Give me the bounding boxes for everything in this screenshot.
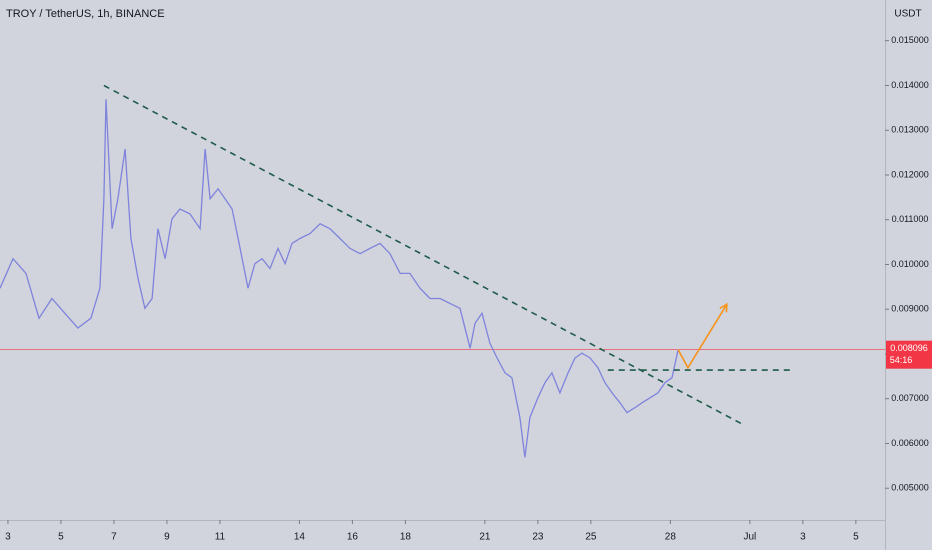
x-tick-label: 5 bbox=[853, 532, 859, 543]
y-tick-label: 0.015000 bbox=[891, 35, 929, 45]
chart-title: TROY / TetherUS, 1h, BINANCE bbox=[6, 8, 165, 20]
x-tick-label: Jul bbox=[743, 532, 756, 543]
x-tick-label: 7 bbox=[111, 532, 117, 543]
arrow-head bbox=[719, 302, 728, 313]
last-price-label: 0.008096 bbox=[890, 343, 928, 353]
last-price-badge bbox=[886, 340, 932, 369]
y-tick-label: 0.006000 bbox=[891, 438, 929, 448]
y-tick-label: 0.011000 bbox=[892, 214, 929, 224]
drawing-line bbox=[677, 303, 728, 370]
x-tick-label: 23 bbox=[532, 532, 544, 543]
y-tick-label: 0.014000 bbox=[891, 80, 929, 90]
x-tick-label: 28 bbox=[665, 532, 677, 543]
x-tick-label: 3 bbox=[5, 532, 11, 543]
y-tick-label: 0.010000 bbox=[891, 259, 929, 269]
countdown: 54:16 bbox=[890, 355, 913, 365]
x-tick-label: 25 bbox=[585, 532, 597, 543]
x-tick-label: 18 bbox=[400, 532, 412, 543]
y-tick-label: 0.012000 bbox=[891, 169, 929, 179]
x-tick-label: 16 bbox=[347, 532, 359, 543]
y-tick-label: 0.009000 bbox=[891, 304, 929, 314]
price-line bbox=[0, 99, 679, 458]
x-tick-label: 9 bbox=[164, 532, 170, 543]
y-tick-label: 0.005000 bbox=[891, 483, 929, 493]
y-tick-label: 0.013000 bbox=[891, 125, 929, 135]
x-tick-label: 5 bbox=[58, 532, 64, 543]
x-tick-label: 21 bbox=[479, 532, 491, 543]
x-tick-label: 14 bbox=[294, 532, 306, 543]
y-axis-label: USDT bbox=[894, 9, 921, 20]
y-tick-label: 0.007000 bbox=[891, 393, 929, 403]
x-tick-label: 11 bbox=[215, 532, 226, 543]
x-tick-label: 3 bbox=[800, 532, 806, 543]
